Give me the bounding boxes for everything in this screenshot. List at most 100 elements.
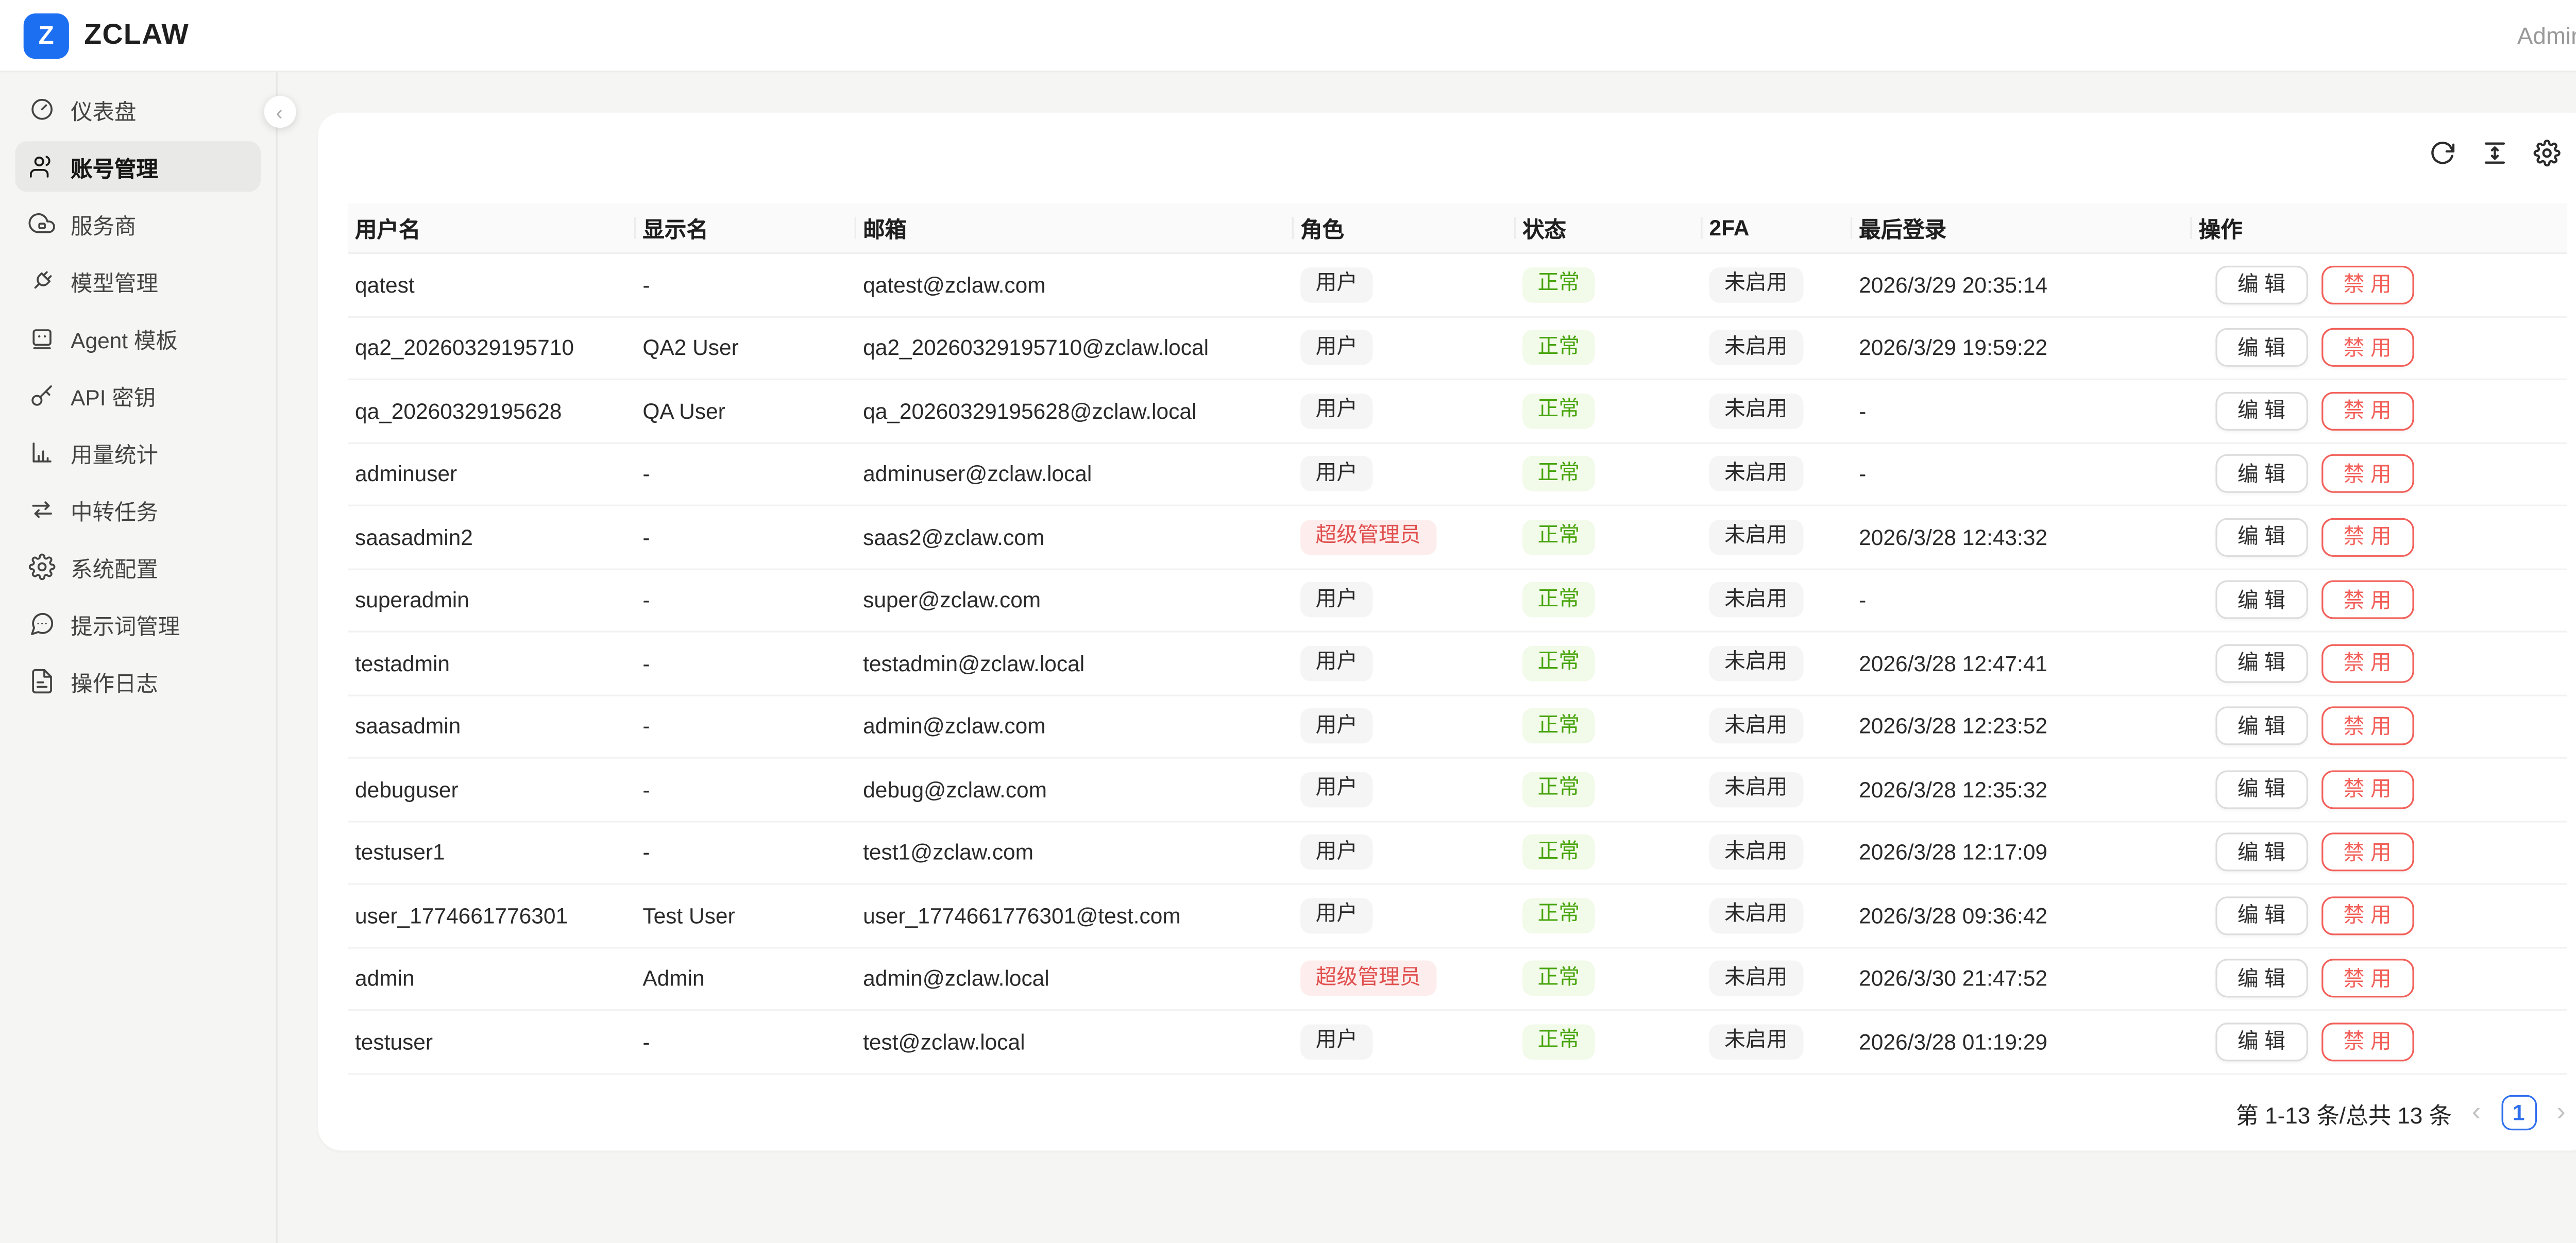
cell-actions: 编辑 禁用 xyxy=(2192,822,2567,883)
sidebar-item-accounts[interactable]: 账号管理 xyxy=(15,141,261,192)
disable-button[interactable]: 禁用 xyxy=(2321,1022,2414,1061)
column-header: 用户名 xyxy=(348,203,636,252)
role-badge: 用户 xyxy=(1300,772,1373,807)
edit-button[interactable]: 编辑 xyxy=(2215,770,2309,809)
cell-email: qa_20260329195628@zclaw.local xyxy=(863,398,1197,424)
cell-last-login: 2026/3/29 19:59:22 xyxy=(1859,335,2048,361)
edit-button[interactable]: 编辑 xyxy=(2215,517,2309,557)
cell-display-name: - xyxy=(642,776,650,802)
sidebar-item-usage[interactable]: 用量统计 xyxy=(15,427,261,478)
cell-email: testadmin@zclaw.local xyxy=(863,650,1085,676)
cell-username: adminuser xyxy=(354,461,457,487)
disable-button[interactable]: 禁用 xyxy=(2321,707,2414,746)
disable-button[interactable]: 禁用 xyxy=(2321,328,2414,367)
edit-button[interactable]: 编辑 xyxy=(2215,1022,2309,1061)
sidebar-item-relay-tasks[interactable]: 中转任务 xyxy=(15,484,261,535)
next-page-icon[interactable]: › xyxy=(2556,1097,2566,1127)
disable-button[interactable]: 禁用 xyxy=(2321,391,2414,431)
cell-display-name: QA2 User xyxy=(642,335,739,361)
cell-2fa: 未启用 xyxy=(1702,254,1852,315)
cell-actions: 编辑 禁用 xyxy=(2192,443,2567,504)
cell-last-login: 2026/3/28 12:17:09 xyxy=(1859,840,2048,865)
chart-icon xyxy=(29,439,56,466)
twofa-badge: 未启用 xyxy=(1709,267,1803,302)
cell-role: 超级管理员 xyxy=(1294,948,1516,1009)
cell-email: user_1774661776301@test.com xyxy=(863,903,1181,928)
disable-button[interactable]: 禁用 xyxy=(2321,896,2414,935)
edit-button[interactable]: 编辑 xyxy=(2215,391,2309,431)
disable-button[interactable]: 禁用 xyxy=(2321,959,2414,998)
status-badge: 正常 xyxy=(1522,772,1595,807)
file-icon xyxy=(29,668,56,694)
edit-button[interactable]: 编辑 xyxy=(2215,265,2309,304)
sidebar-item-prompts[interactable]: 提示词管理 xyxy=(15,599,261,649)
disable-button[interactable]: 禁用 xyxy=(2321,581,2414,620)
page-1-button[interactable]: 1 xyxy=(2501,1095,2537,1131)
cell-role: 用户 xyxy=(1294,569,1516,631)
cell-status: 正常 xyxy=(1516,633,1702,694)
cell-username: saasadmin2 xyxy=(354,524,473,550)
cell-2fa: 未启用 xyxy=(1702,443,1852,504)
edit-button[interactable]: 编辑 xyxy=(2215,707,2309,746)
sidebar-collapse-button[interactable]: ‹ xyxy=(263,96,296,128)
column-header: 状态 xyxy=(1516,203,1703,252)
edit-button[interactable]: 编辑 xyxy=(2215,643,2309,683)
cell-role: 用户 xyxy=(1294,885,1516,946)
sidebar-item-op-logs[interactable]: 操作日志 xyxy=(15,656,261,706)
sidebar-item-models[interactable]: 模型管理 xyxy=(15,256,261,306)
table-row: superadmin - super@zclaw.com 用户 正常 未启用 -… xyxy=(348,569,2567,633)
sidebar-item-dashboard[interactable]: 仪表盘 xyxy=(15,84,261,134)
sidebar-item-agent-tpl[interactable]: Agent 模板 xyxy=(15,313,261,363)
cell-display-name: - xyxy=(642,650,650,676)
cell-display-name: - xyxy=(642,1029,650,1054)
disable-button[interactable]: 禁用 xyxy=(2321,643,2414,683)
sidebar-item-label: 仪表盘 xyxy=(71,98,137,124)
status-badge: 正常 xyxy=(1522,898,1595,933)
table-body: qatest - qatest@zclaw.com 用户 正常 未启用 2026… xyxy=(348,254,2567,1074)
role-badge: 用户 xyxy=(1300,456,1373,491)
row-height-icon[interactable] xyxy=(2481,140,2508,166)
disable-button[interactable]: 禁用 xyxy=(2321,833,2414,872)
sidebar-item-sys-config[interactable]: 系统配置 xyxy=(15,541,261,592)
twofa-badge: 未启用 xyxy=(1709,898,1803,933)
edit-button[interactable]: 编辑 xyxy=(2215,581,2309,620)
edit-button[interactable]: 编辑 xyxy=(2215,328,2309,367)
disable-button[interactable]: 禁用 xyxy=(2321,454,2414,493)
sidebar-item-label: 中转任务 xyxy=(71,499,158,524)
sidebar-item-label: Agent 模板 xyxy=(71,327,178,353)
column-header: 显示名 xyxy=(636,203,857,252)
edit-button[interactable]: 编辑 xyxy=(2215,833,2309,872)
cell-role: 用户 xyxy=(1294,317,1516,379)
role-badge: 用户 xyxy=(1300,1024,1373,1059)
cell-last-login: - xyxy=(1859,461,1867,487)
settings-icon[interactable] xyxy=(2533,140,2561,167)
cell-role: 用户 xyxy=(1294,380,1516,441)
cell-last-login: - xyxy=(1859,398,1867,424)
sidebar-item-providers[interactable]: 服务商 xyxy=(15,198,261,249)
disable-button[interactable]: 禁用 xyxy=(2321,770,2414,809)
disable-button[interactable]: 禁用 xyxy=(2321,517,2414,557)
twofa-badge: 未启用 xyxy=(1709,645,1803,681)
cell-status: 正常 xyxy=(1516,506,1702,568)
top-bar: Z ZCLAW Admin xyxy=(0,0,2576,73)
sidebar-item-api-keys[interactable]: API 密钥 xyxy=(15,370,261,420)
status-badge: 正常 xyxy=(1522,1024,1595,1059)
edit-button[interactable]: 编辑 xyxy=(2215,959,2309,998)
column-header: 角色 xyxy=(1294,203,1516,252)
prev-page-icon[interactable]: ‹ xyxy=(2471,1097,2481,1127)
sidebar-item-label: 操作日志 xyxy=(71,670,158,696)
role-badge: 用户 xyxy=(1300,393,1373,429)
cell-display-name: Test User xyxy=(642,903,735,928)
refresh-icon[interactable] xyxy=(2429,140,2456,166)
swap-icon xyxy=(29,496,56,523)
cell-status: 正常 xyxy=(1516,443,1702,504)
edit-button[interactable]: 编辑 xyxy=(2215,454,2309,493)
twofa-badge: 未启用 xyxy=(1709,835,1803,870)
column-header: 操作 xyxy=(2198,217,2243,243)
key-icon xyxy=(29,382,56,408)
pagination-summary: 第 1-13 条/总共 13 条 xyxy=(2235,1102,2452,1128)
cell-display-name: Admin xyxy=(642,966,705,992)
edit-button[interactable]: 编辑 xyxy=(2215,896,2309,935)
disable-button[interactable]: 禁用 xyxy=(2321,265,2414,304)
